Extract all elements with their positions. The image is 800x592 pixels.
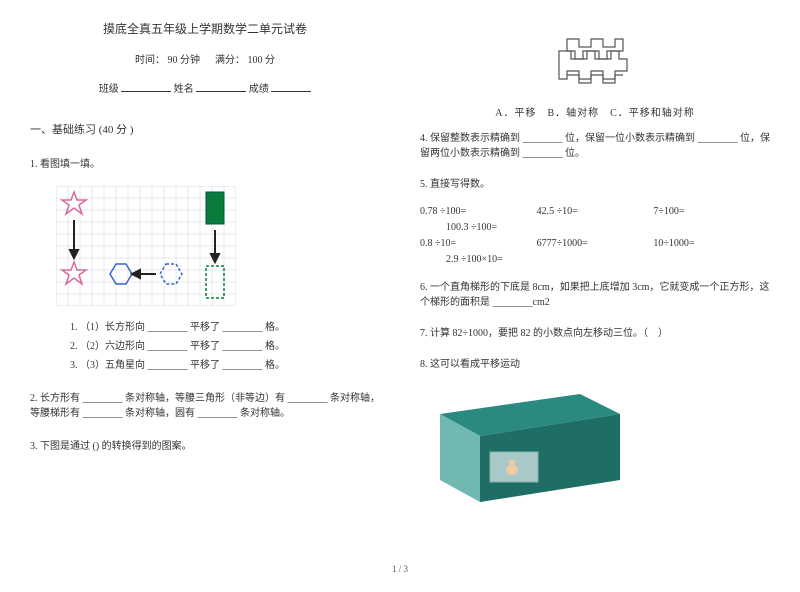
time-label: 时间：	[135, 55, 165, 66]
section-1-title: 一、基础练习 (40 分 )	[30, 121, 380, 137]
student-blanks: 班级 姓名 成绩	[30, 80, 380, 95]
q1-grid-figure	[56, 186, 236, 306]
class-label: 班级	[99, 84, 119, 95]
q3-options: A．平移 B．轴对称 C．平移和轴对称	[420, 104, 770, 119]
calc-3-2	[662, 252, 770, 268]
calc-3-1	[554, 252, 662, 268]
calc-1-1	[554, 220, 662, 236]
calc-2-2: 10÷1000=	[653, 236, 770, 252]
name-blank	[196, 82, 246, 92]
calc-0-0: 0.78 ÷100=	[420, 204, 537, 220]
question-7: 7. 计算 82÷1000，要把 82 的小数点向左移动三位。（ ）	[420, 326, 770, 341]
calc-3-0: 2.9 ÷100×10=	[420, 252, 554, 268]
q5-calc-grid: 0.78 ÷100= 42.5 ÷10= 7÷100= 100.3 ÷100= …	[420, 204, 770, 268]
question-8: 8. 这可以看成平移运动	[420, 357, 770, 372]
class-blank	[121, 82, 171, 92]
fullscore-label: 满分：	[215, 55, 245, 66]
question-6: 6. 一个直角梯形的下底是 8cm，如果把上底增加 3cm，它就变成一个正方形，…	[420, 280, 770, 310]
fullscore-value: 100 分	[248, 55, 276, 66]
calc-1-2	[662, 220, 770, 236]
question-3: 3. 下图是通过 () 的转换得到的图案。	[30, 439, 380, 454]
exam-subtitle: 时间： 90 分钟 满分： 100 分	[30, 51, 380, 66]
page-footer: 1 / 3	[0, 562, 800, 574]
calc-2-0: 0.8 ÷10=	[420, 236, 537, 252]
grade-blank	[271, 82, 311, 92]
calc-1-0: 100.3 ÷100=	[420, 220, 554, 236]
name-label: 姓名	[174, 84, 194, 95]
question-2: 2. 长方形有 ________ 条对称轴，等腰三角形（非等边）有 ______…	[30, 391, 380, 421]
grade-label: 成绩	[249, 84, 269, 95]
table-figure	[430, 384, 620, 504]
calc-0-1: 42.5 ÷10=	[537, 204, 654, 220]
calc-2-1: 6777÷1000=	[537, 236, 654, 252]
question-5: 5. 直接写得数。	[420, 177, 770, 192]
exam-title: 摸底全真五年级上学期数学二单元试卷	[30, 20, 380, 37]
question-1: 1. 看图填一填。	[30, 157, 380, 172]
question-4: 4. 保留整数表示精确到 ________ 位，保留一位小数表示精确到 ____…	[420, 131, 770, 161]
time-value: 90 分钟	[168, 55, 201, 66]
pattern-figure	[550, 20, 640, 90]
q1-subitems: 1. （1）长方形向 ________ 平移了 ________ 格。 2. （…	[30, 316, 380, 377]
q1-sub-3: 3. （3）五角星向 ________ 平移了 ________ 格。	[70, 358, 380, 373]
q1-sub-2: 2. （2）六边形向 ________ 平移了 ________ 格。	[70, 339, 380, 354]
q1-sub-1: 1. （1）长方形向 ________ 平移了 ________ 格。	[70, 320, 380, 335]
calc-0-2: 7÷100=	[653, 204, 770, 220]
